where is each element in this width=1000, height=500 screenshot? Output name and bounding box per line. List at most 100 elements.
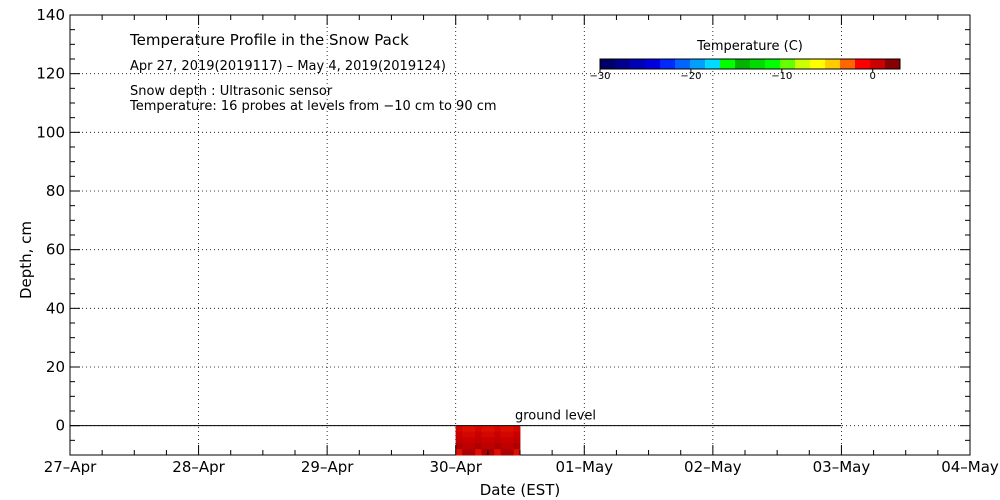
heatmap-cell: [513, 449, 521, 456]
colorbar-swatch: [720, 59, 736, 69]
heatmap-cell: [494, 431, 502, 438]
heatmap-cell: [468, 437, 476, 444]
y-tick-label: 0: [55, 417, 65, 435]
y-axis-title: Depth, cm: [17, 221, 35, 299]
colorbar-tick-label: −10: [771, 71, 792, 82]
x-tick-label: 04–May: [941, 458, 999, 476]
heatmap-cell: [481, 431, 489, 438]
heatmap-cell: [475, 425, 482, 433]
heatmap-cell: [455, 443, 463, 450]
colorbar-swatch: [690, 59, 706, 69]
x-tick-label: 03–May: [813, 458, 871, 476]
y-tick-label: 60: [46, 241, 65, 259]
heatmap-cell: [487, 443, 495, 450]
colorbar: −30 −20 −10 0: [589, 58, 901, 82]
heatmap-cell: [462, 431, 470, 438]
colorbar-swatch: [840, 59, 856, 69]
heatmap-cell: [468, 431, 476, 438]
heatmap-cell: [487, 437, 495, 444]
heatmap-cell: [468, 425, 476, 433]
colorbar-frame: [599, 58, 901, 70]
heatmap-cell: [500, 431, 508, 438]
heatmap-cell: [500, 437, 508, 444]
colorbar-tick-label: −30: [589, 71, 610, 82]
colorbar-swatch: [765, 59, 781, 69]
note-snow-depth: Snow depth : Ultrasonic sensor: [130, 84, 333, 99]
y-tick-label: 100: [36, 123, 65, 141]
colorbar-title: Temperature (C): [696, 39, 803, 54]
colorbar-swatch: [630, 59, 646, 69]
heatmap-cells: [455, 425, 521, 456]
y-tick-label: 20: [46, 358, 65, 376]
colorbar-swatch: [750, 59, 766, 69]
heatmap-cell: [487, 425, 495, 433]
colorbar-swatch: [825, 59, 841, 69]
heatmap-cell: [462, 425, 470, 433]
heatmap-cell: [475, 443, 482, 450]
heatmap-cell: [468, 443, 476, 450]
heatmap-cell: [455, 431, 463, 438]
heatmap-cell: [494, 437, 502, 444]
colorbar-swatch: [855, 59, 871, 69]
heatmap-cell: [494, 425, 502, 433]
heatmap-cell: [494, 443, 502, 450]
heatmap-cell: [507, 449, 515, 456]
plot-frame: [69, 14, 971, 456]
heatmap-cell: [455, 425, 463, 433]
colorbar-swatch: [735, 59, 751, 69]
heatmap-cell: [475, 437, 482, 444]
colorbar-swatch: [675, 59, 691, 69]
colorbar-swatch: [705, 59, 721, 69]
colorbar-tick-label: 0: [870, 71, 876, 82]
heatmap-cell: [507, 437, 515, 444]
colorbar-swatch: [660, 59, 676, 69]
colorbar-swatch: [600, 59, 616, 69]
colorbar-tick-label: −20: [680, 71, 701, 82]
heatmap-cell: [500, 425, 508, 433]
y-tick-label: 140: [36, 6, 65, 24]
heatmap-cell: [475, 431, 482, 438]
x-tick-label: 01–May: [555, 458, 613, 476]
heatmap-cell: [494, 449, 502, 456]
heatmap-cell: [500, 443, 508, 450]
heatmap-cell: [487, 431, 495, 438]
colorbar-swatch: [795, 59, 811, 69]
heatmap-cell: [462, 443, 470, 450]
note-temperature: Temperature: 16 probes at levels from −1…: [129, 99, 497, 114]
colorbar-swatch: [870, 59, 886, 69]
heatmap-cell: [462, 449, 470, 456]
y-tick-label: 40: [46, 299, 65, 317]
heatmap-cell: [481, 449, 489, 456]
heatmap-cell: [462, 437, 470, 444]
heatmap-cell: [513, 437, 521, 444]
heatmap-cell: [455, 437, 463, 444]
heatmap-cell: [507, 425, 515, 433]
heatmap-cell: [468, 449, 476, 456]
colorbar-swatch: [645, 59, 661, 69]
heatmap-cell: [481, 443, 489, 450]
heatmap-cell: [475, 449, 482, 456]
x-tick-label: 29–Apr: [301, 458, 354, 476]
x-tick-label: 28–Apr: [172, 458, 225, 476]
y-tick-label: 80: [46, 182, 65, 200]
colorbar-swatch: [885, 59, 901, 69]
heatmap-cell: [513, 443, 521, 450]
ground-level-label: ground level: [515, 409, 596, 424]
colorbar-swatch: [810, 59, 826, 69]
heatmap-cell: [481, 425, 489, 433]
grid-lines: [70, 15, 970, 455]
heatmap-cell: [481, 437, 489, 444]
heatmap-cell: [487, 449, 495, 456]
colorbar-swatch: [615, 59, 631, 69]
heatmap-cell: [507, 443, 515, 450]
heatmap-cell: [513, 425, 521, 433]
x-tick-label: 30–Apr: [429, 458, 482, 476]
y-tick-label: 120: [36, 65, 65, 83]
colorbar-swatch: [780, 59, 796, 69]
x-tick-label: 02–May: [684, 458, 742, 476]
heatmap-cell: [513, 431, 521, 438]
heatmap-cell: [507, 431, 515, 438]
chart-subtitle: Apr 27, 2019(2019117) – May 4, 2019(2019…: [130, 59, 446, 74]
chart-title: Temperature Profile in the Snow Pack: [129, 31, 409, 49]
